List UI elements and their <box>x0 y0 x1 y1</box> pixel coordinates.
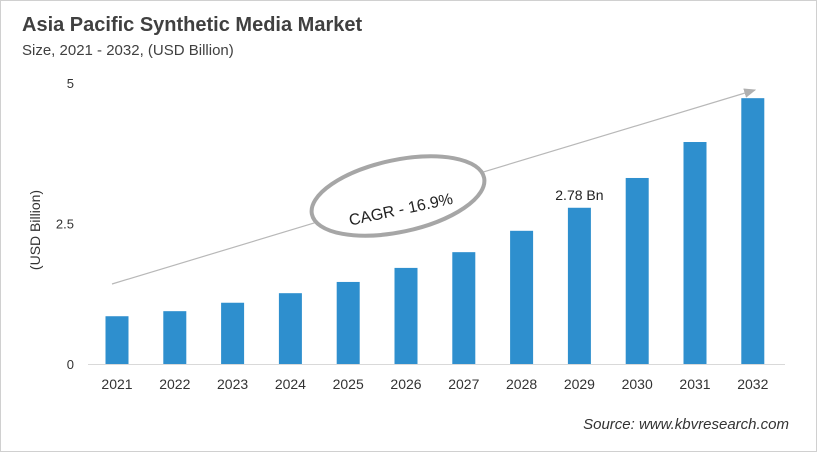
bar-2022 <box>163 311 187 364</box>
x-tick-label: 2028 <box>506 376 537 392</box>
x-tick-label: 2021 <box>101 376 132 392</box>
x-tick-label: 2022 <box>159 376 190 392</box>
x-tick-label: 2024 <box>275 376 306 392</box>
bar-2025 <box>336 281 360 364</box>
x-tick-label: 2026 <box>390 376 421 392</box>
y-tick-label: 5 <box>67 76 74 91</box>
bar-2026 <box>394 267 418 364</box>
y-axis-label: (USD Billion) <box>27 190 43 270</box>
x-tick-label: 2029 <box>564 376 595 392</box>
bar-2028 <box>510 230 534 364</box>
bar-2031 <box>683 142 707 364</box>
y-tick-label: 2.5 <box>56 217 74 232</box>
x-tick-label: 2030 <box>622 376 653 392</box>
x-tick-label: 2023 <box>217 376 248 392</box>
x-tick-label: 2025 <box>333 376 364 392</box>
bar-2024 <box>278 293 302 364</box>
bar-2032 <box>741 98 765 364</box>
bar-2023 <box>221 302 245 364</box>
chart-title: Asia Pacific Synthetic Media Market <box>22 14 363 36</box>
bar-2027 <box>452 252 476 364</box>
x-tick-label: 2032 <box>737 376 768 392</box>
bar-2030 <box>625 177 649 364</box>
chart-subtitle: Size, 2021 - 2032, (USD Billion) <box>22 42 234 59</box>
y-tick-label: 0 <box>67 357 74 372</box>
x-tick-label: 2031 <box>679 376 710 392</box>
cagr-ellipse <box>309 154 487 238</box>
x-tick-label: 2027 <box>448 376 479 392</box>
data-label: 2.78 Bn <box>555 187 603 203</box>
bar-2021 <box>105 316 129 364</box>
source-text: Source: www.kbvresearch.com <box>583 416 789 433</box>
bar-2029 <box>567 207 591 364</box>
